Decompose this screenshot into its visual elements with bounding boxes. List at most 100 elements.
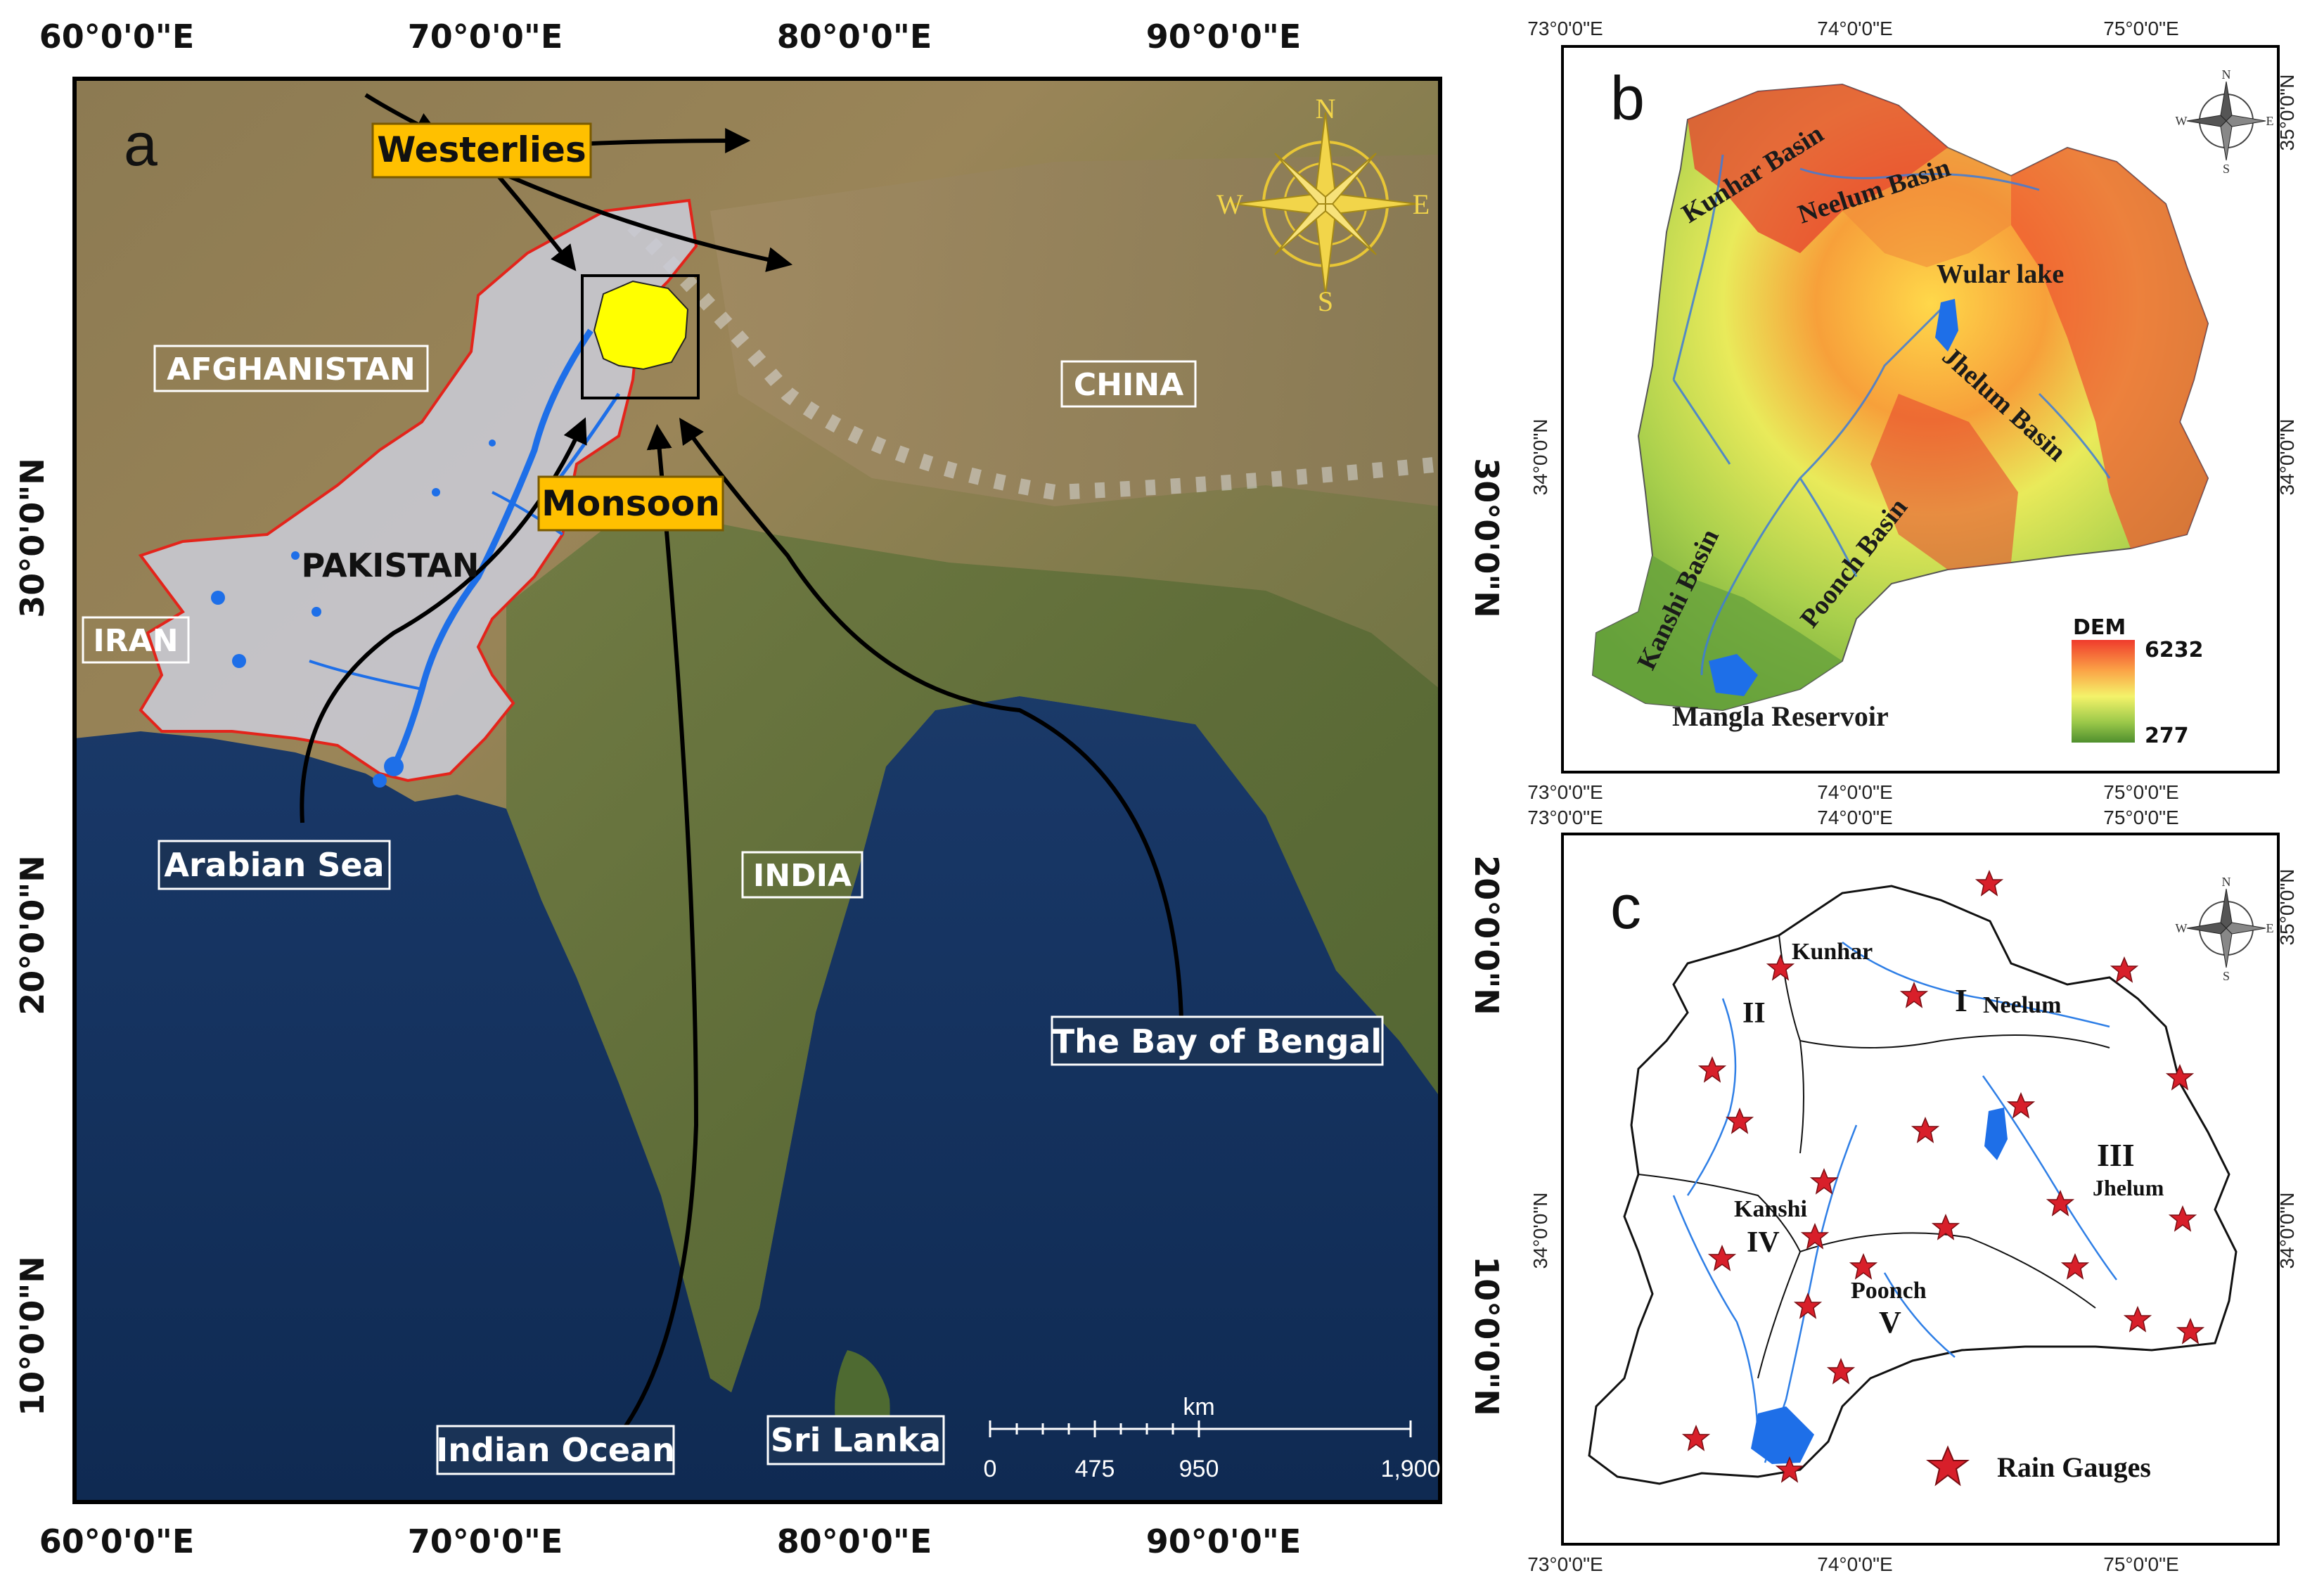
tick-label: 74°0'0"E [1817, 807, 1892, 828]
svg-text:Wular lake: Wular lake [1937, 259, 2064, 289]
westerlies-callout: Westerlies [371, 122, 592, 179]
svg-text:km: km [1183, 1394, 1214, 1420]
rain-gauge-star [2123, 1306, 2152, 1333]
tick-label: 74°0'0"E [1817, 18, 1892, 39]
svg-text:Arabian Sea: Arabian Sea [164, 846, 384, 884]
svg-text:E: E [1413, 188, 1430, 220]
panel-c-letter: c [1610, 872, 1641, 942]
rain-gauge-star [1697, 1056, 1727, 1083]
panel-a-right-ticks: 30°0'0"N 20°0'0"N 10°0'0"N [1468, 458, 1506, 1416]
svg-text:E: E [2266, 921, 2274, 935]
svg-text:CHINA: CHINA [1074, 367, 1183, 403]
tick-label: 30°0'0"N [13, 458, 51, 618]
svg-text:475: 475 [1075, 1456, 1115, 1482]
label-afghanistan: AFGHANISTAN [153, 345, 429, 392]
rain-gauge-legend-star [1926, 1445, 1970, 1487]
label-bay-of-bengal: The Bay of Bengal [1051, 1015, 1384, 1066]
tick-label: 20°0'0"N [1468, 855, 1506, 1015]
mangla-reservoir [1751, 1406, 1814, 1464]
rain-gauge-star [2060, 1253, 2090, 1280]
tick-label: 90°0'0"E [1146, 18, 1302, 56]
panel-b-letter: b [1610, 63, 1645, 133]
svg-text:II: II [1742, 997, 1766, 1029]
rain-gauge-star [1766, 954, 1795, 981]
tick-label: 30°0'0"N [1468, 458, 1506, 618]
panel-c-subbasin-map: Kunhar II I Neelum III Jhelum Kanshi IV … [1588, 885, 2238, 1485]
tick-label: 10°0'0"N [13, 1256, 51, 1416]
rain-gauge-star [1793, 1292, 1823, 1319]
rain-gauge-star [1975, 870, 2004, 897]
basin-outline [1588, 885, 2238, 1485]
scale-bar: km 0 475 950 1,900 [984, 1394, 1441, 1482]
tick-label: 70°0'0"E [408, 1522, 563, 1560]
panel-a-frame [72, 77, 1442, 1504]
tick-label: 34°0'0"N [2276, 419, 2298, 496]
wular-lake [1984, 1108, 2008, 1160]
rain-gauge-star [2165, 1064, 2195, 1091]
svg-text:S: S [1318, 285, 1333, 317]
tick-label: 74°0'0"E [1817, 781, 1892, 803]
svg-text:V: V [1879, 1305, 1901, 1340]
svg-text:0: 0 [984, 1456, 997, 1482]
svg-text:950: 950 [1179, 1456, 1219, 1482]
svg-text:1,900: 1,900 [1380, 1456, 1440, 1482]
label-pakistan: PAKISTAN [302, 546, 480, 584]
label-iran: IRAN [82, 616, 190, 664]
svg-text:INDIA: INDIA [753, 858, 852, 894]
panel-b-dem-map: Kunhar Basin Neelum Basin Wular lake Jhe… [1591, 83, 2209, 732]
svg-text:I: I [1955, 982, 1967, 1018]
svg-text:N: N [2222, 875, 2231, 889]
svg-text:Kunhar: Kunhar [1792, 939, 1873, 965]
rain-gauge-star [2110, 956, 2139, 983]
panel-c-left-ticks: 34°0'0"N [1529, 1193, 1551, 1269]
svg-text:N: N [1316, 93, 1336, 124]
tick-label: 34°0'0"N [1529, 419, 1551, 496]
svg-text:III: III [2097, 1137, 2135, 1173]
svg-text:DEM: DEM [2073, 615, 2126, 640]
panel-a-bottom-ticks: 60°0'0"E 70°0'0"E 80°0'0"E 90°0'0"E [39, 1522, 1302, 1560]
tick-label: 35°0'0"N [2276, 75, 2298, 151]
panel-b-right-ticks: 35°0'0"N 34°0'0"N [2276, 75, 2298, 496]
panel-a-letter: a [124, 111, 158, 179]
svg-text:Poonch: Poonch [1851, 1278, 1927, 1304]
panel-c-top-ticks: 73°0'0"E 74°0'0"E 75°0'0"E [1527, 807, 2178, 828]
svg-text:Neelum: Neelum [1983, 992, 2061, 1018]
panel-b-bottom-ticks: 73°0'0"E 74°0'0"E 75°0'0"E [1527, 781, 2178, 803]
compass-icon: N S E W [2176, 875, 2274, 983]
rain-gauge-star [1826, 1358, 1856, 1385]
rain-gauge-star [1899, 982, 1929, 1008]
rain-gauge-star [1775, 1456, 1804, 1483]
panel-a-map [75, 79, 1440, 1502]
rain-gauge-star [2176, 1318, 2205, 1345]
panel-c-bottom-ticks: 73°0'0"E 74°0'0"E 75°0'0"E [1527, 1553, 2178, 1575]
tick-label: 75°0'0"E [2103, 807, 2178, 828]
svg-text:Indian Ocean: Indian Ocean [436, 1431, 675, 1469]
panel-a-left-ticks: 30°0'0"N 20°0'0"N 10°0'0"N [13, 458, 51, 1416]
svg-text:The Bay of Bengal: The Bay of Bengal [1053, 1022, 1382, 1060]
panel-b-top-ticks: 73°0'0"E 74°0'0"E 75°0'0"E [1527, 18, 2178, 39]
tick-label: 73°0'0"E [1527, 781, 1603, 803]
tick-label: 75°0'0"E [2103, 781, 2178, 803]
label-china: CHINA [1060, 360, 1197, 408]
tick-label: 74°0'0"E [1817, 1553, 1892, 1575]
svg-text:S: S [2223, 969, 2230, 983]
tick-label: 73°0'0"E [1527, 807, 1603, 828]
svg-text:Monsoon: Monsoon [541, 483, 720, 524]
tick-label: 80°0'0"E [777, 1522, 932, 1560]
rain-gauge-star [1931, 1214, 1960, 1240]
svg-text:AFGHANISTAN: AFGHANISTAN [167, 352, 415, 387]
tick-label: 90°0'0"E [1146, 1522, 1302, 1560]
rain-gauges [1681, 870, 2205, 1483]
tick-label: 20°0'0"N [13, 855, 51, 1015]
tick-label: 10°0'0"N [1468, 1256, 1506, 1416]
svg-text:W: W [2176, 921, 2188, 935]
svg-text:277: 277 [2145, 724, 2189, 748]
study-area-frame [581, 274, 700, 399]
compass-rose-icon: N S E W [1216, 93, 1430, 317]
svg-text:W: W [1216, 188, 1243, 220]
rain-gauge-star [1849, 1253, 1878, 1280]
study-area [593, 280, 689, 371]
svg-text:W: W [2176, 114, 2188, 128]
rain-gauge-star [1681, 1425, 1711, 1451]
tick-label: 73°0'0"E [1527, 1553, 1603, 1575]
